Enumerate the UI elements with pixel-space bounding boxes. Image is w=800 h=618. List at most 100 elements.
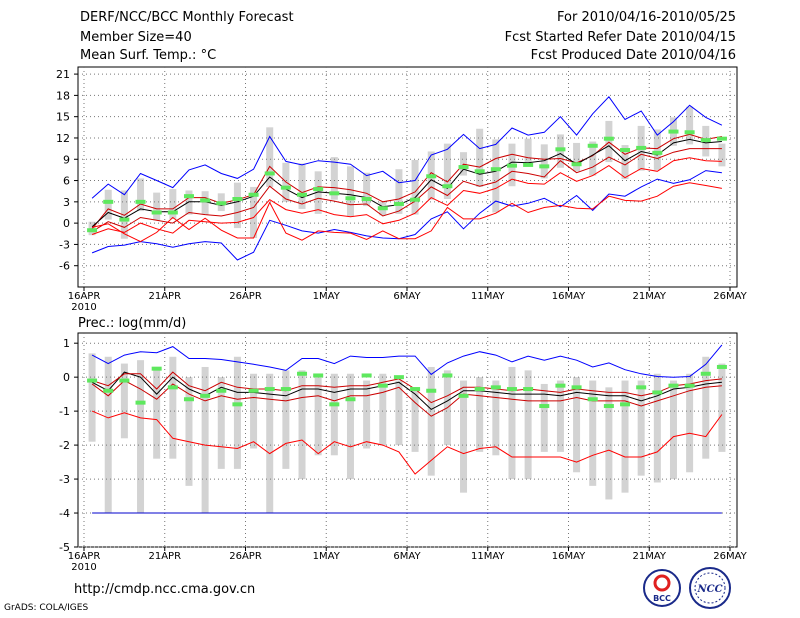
source-url[interactable]: http://cmdp.ncc.cma.gov.cn	[74, 582, 256, 597]
y-tick-label: 15	[56, 111, 70, 124]
spread-box	[492, 380, 500, 456]
spread-box	[298, 163, 306, 209]
y-tick-label: -1	[59, 405, 70, 418]
obs-marker	[636, 385, 647, 390]
spread-box	[476, 128, 484, 187]
ncc-logo: NCC	[689, 567, 731, 609]
y-tick-label: 3	[63, 196, 70, 209]
y-tick-label: 1	[63, 337, 70, 350]
spread-box	[411, 387, 419, 452]
obs-marker	[345, 397, 356, 402]
obs-marker	[280, 387, 291, 392]
spread-box	[201, 366, 209, 514]
x-tick-label: 11MAY	[471, 551, 505, 562]
x-tick-label: 1MAY	[313, 551, 341, 562]
obs-marker	[716, 364, 727, 369]
obs-marker	[135, 400, 146, 405]
series-p90	[91, 96, 723, 199]
spread-box	[153, 192, 161, 221]
x-tick-label: 21MAY	[632, 291, 666, 302]
obs-marker	[410, 197, 421, 202]
spread-box	[104, 189, 112, 220]
obs-marker	[151, 210, 162, 215]
obs-marker	[297, 371, 308, 376]
obs-marker	[620, 402, 631, 407]
obs-marker	[668, 129, 679, 134]
obs-marker	[119, 378, 130, 383]
spread-box	[460, 380, 468, 493]
spread-box	[153, 366, 161, 459]
obs-marker	[361, 197, 372, 201]
y-tick-label: -6	[59, 260, 70, 273]
spread-box	[330, 157, 338, 200]
obs-marker	[103, 388, 114, 393]
obs-marker	[571, 162, 582, 167]
obs-marker	[313, 187, 324, 192]
spread-box	[524, 370, 532, 480]
spread-box	[718, 363, 726, 452]
obs-marker	[248, 388, 259, 393]
series-max	[91, 344, 723, 378]
spread-box	[201, 191, 209, 215]
series-min	[91, 410, 723, 475]
obs-marker	[135, 199, 146, 204]
spread-box	[330, 373, 338, 456]
spread-box	[686, 373, 694, 473]
x-tick-label: 26APR	[229, 291, 262, 302]
prec-title: Prec.: log(mm/d)	[78, 316, 186, 331]
spread-box	[169, 189, 177, 219]
obs-marker	[393, 375, 404, 380]
obs-marker	[313, 373, 324, 378]
x-tick-label: 16APR	[68, 551, 101, 562]
obs-marker	[700, 371, 711, 376]
obs-marker	[248, 192, 259, 197]
obs-marker	[571, 385, 582, 390]
obs-marker	[684, 383, 695, 388]
obs-marker	[280, 185, 291, 190]
spread-box	[395, 380, 403, 446]
obs-marker	[361, 373, 372, 378]
spread-box	[120, 363, 128, 439]
spread-box	[686, 106, 694, 145]
y-tick-label: 6	[63, 175, 70, 188]
obs-marker	[216, 388, 227, 393]
obs-marker	[603, 404, 614, 409]
spread-box	[653, 129, 661, 170]
obs-marker	[264, 387, 275, 392]
x-tick-label: 26MAY	[713, 551, 747, 562]
obs-marker	[539, 164, 550, 169]
spread-box	[298, 370, 306, 480]
obs-marker	[506, 163, 517, 168]
spread-box	[492, 139, 500, 213]
spread-box	[314, 171, 322, 214]
obs-marker	[426, 388, 437, 393]
y-tick-label: 12	[56, 132, 70, 145]
produced-date: Fcst Produced Date 2010/04/16	[530, 48, 736, 63]
spread-box	[589, 380, 597, 486]
spread-box	[185, 377, 193, 486]
y-tick-label: 0	[63, 371, 70, 384]
spread-box	[427, 366, 435, 476]
obs-marker	[458, 393, 469, 398]
spread-box	[556, 380, 564, 452]
spread-box	[314, 377, 322, 456]
x-tick-label: 26APR	[229, 551, 262, 562]
obs-marker	[119, 217, 130, 222]
obs-marker	[200, 198, 211, 203]
spread-box	[266, 127, 274, 187]
series-upper	[91, 379, 722, 417]
obs-marker	[103, 199, 114, 204]
x-tick-label: 16MAY	[552, 291, 586, 302]
spread-box	[718, 143, 726, 167]
variable-label: Mean Surf. Temp.: °C	[80, 48, 217, 63]
x-year-label: 2010	[71, 562, 96, 573]
obs-marker	[87, 378, 98, 383]
series-p10	[91, 157, 722, 235]
obs-marker	[426, 174, 437, 179]
spread-box	[250, 373, 258, 449]
panel-temperature: -6 -3 0 3 6 9 12 15 18 21 16APR 21APR 26APR 1MAY 6MAY 1…	[56, 66, 748, 313]
spread-box	[379, 373, 387, 446]
series-min	[91, 182, 722, 243]
obs-marker	[490, 385, 501, 390]
series-mean	[91, 138, 722, 228]
